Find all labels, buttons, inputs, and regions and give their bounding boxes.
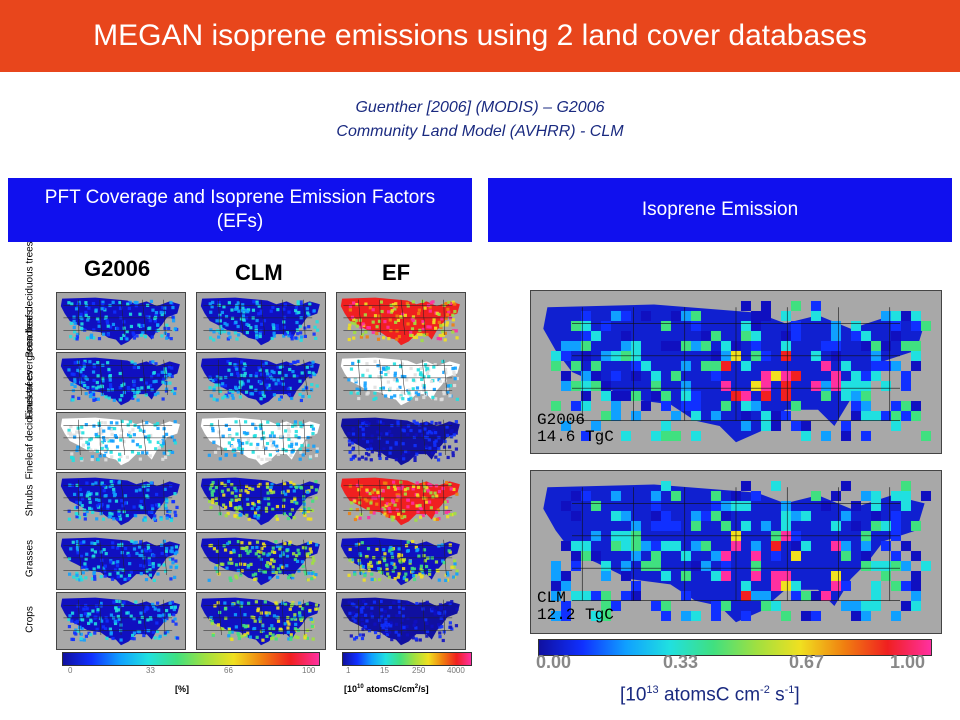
map-broadleaf-clm: [196, 292, 326, 350]
left-panel-header: PFT Coverage and Isoprene Emission Facto…: [8, 178, 472, 242]
map-fineleaf-deciduous-g2006: [56, 412, 186, 470]
coverage-tick-3: 100: [302, 666, 316, 675]
map-shrubs-g2006: [56, 472, 186, 530]
map-shrubs-ef: [336, 472, 466, 530]
ef-tick-2: 250: [412, 666, 426, 675]
map-grasses-ef: [336, 532, 466, 590]
map-fineleaf-deciduous-clm: [196, 412, 326, 470]
ef-unit: [1010 atomsC/cm2/s]: [344, 684, 429, 694]
subtitle-line-1: Guenther [2006] (MODIS) – G2006: [355, 99, 605, 116]
emission-tick-0: 0.00: [536, 652, 572, 672]
map-crops-clm: [196, 592, 326, 650]
map-crops-g2006: [56, 592, 186, 650]
emission-tick-1: 0.33: [663, 652, 699, 672]
map-fineleaf-evergreen-g2006: [56, 352, 186, 410]
subtitle-line-2: Community Land Model (AVHRR) - CLM: [336, 123, 624, 140]
map-crops-ef: [336, 592, 466, 650]
emission-unit: [1013 atomsC cm-2 s-1]: [620, 684, 800, 706]
page-title: MEGAN isoprene emissions using 2 land co…: [93, 19, 867, 52]
coverage-tick-0: 0: [68, 666, 73, 675]
coverage-tick-1: 33: [146, 666, 155, 675]
map-fineleaf-evergreen-ef: [336, 352, 466, 410]
map-grasses-g2006: [56, 532, 186, 590]
map-fineleaf-deciduous-ef: [336, 412, 466, 470]
map-broadleaf-ef: [336, 292, 466, 350]
row-label-crops: Crops: [24, 606, 36, 633]
map-fineleaf-evergreen-clm: [196, 352, 326, 410]
column-header-g2006: G2006: [84, 256, 151, 281]
right-panel-header-text: Isoprene Emission: [641, 199, 799, 220]
coverage-colorbar: [62, 652, 320, 666]
map-shrubs-clm: [196, 472, 326, 530]
emission-tick-2: 0.67: [789, 652, 825, 672]
map-broadleaf-g2006: [56, 292, 186, 350]
column-header-ef: EF: [382, 260, 411, 285]
ef-tick-1: 15: [380, 666, 389, 675]
coverage-unit: [%]: [175, 684, 189, 694]
emission-map-g2006: [530, 290, 942, 454]
emission-colorbar: [538, 639, 932, 656]
ef-colorbar: [342, 652, 472, 666]
title-bar: [0, 0, 960, 72]
column-header-clm: CLM: [235, 260, 283, 285]
ef-tick-3: 4000: [447, 666, 465, 675]
right-panel-header: Isoprene Emission: [488, 178, 952, 242]
emission-map-clm: [530, 470, 942, 634]
emission-tick-3: 1.00: [890, 652, 926, 672]
coverage-tick-2: 66: [224, 666, 233, 675]
emission-map-clm-label: CLM 12.2 TgC: [537, 589, 614, 624]
left-panel-header-text: PFT Coverage and Isoprene Emission Facto…: [44, 187, 436, 232]
map-grasses-clm: [196, 532, 326, 590]
ef-tick-0: 1: [346, 666, 351, 675]
emission-map-g2006-label: G2006 14.6 TgC: [537, 411, 614, 446]
